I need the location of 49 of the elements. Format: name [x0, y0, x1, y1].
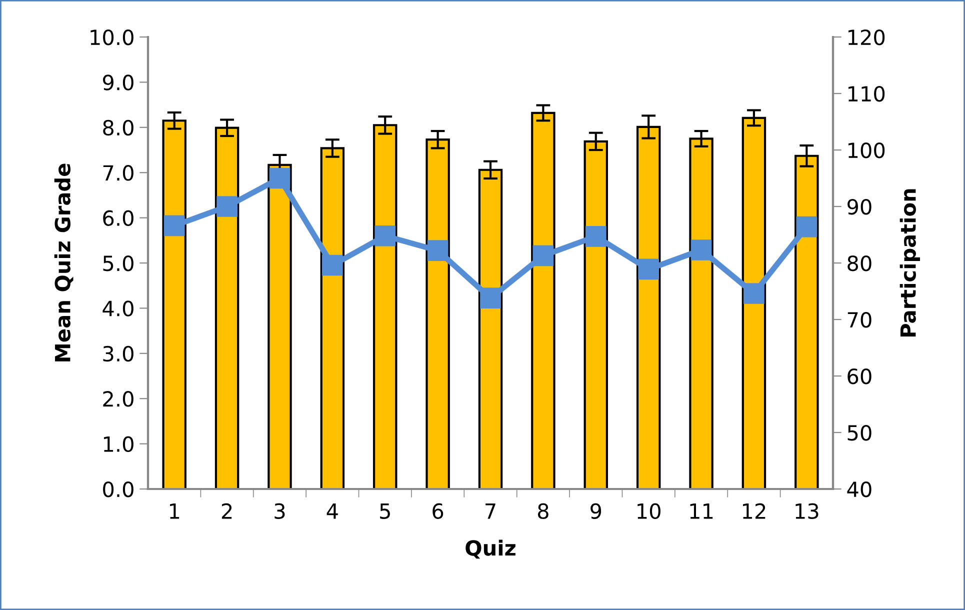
y-tick-label: 10.0	[90, 29, 134, 46]
x-tick-label: 6	[432, 503, 444, 520]
x-tick-label: 7	[486, 504, 496, 519]
x-tick-label: 10	[638, 503, 660, 520]
x-tick-label: 4	[326, 504, 338, 519]
y-tick-label: 1.0	[104, 436, 134, 452]
point	[585, 226, 606, 247]
x-tick-label: 5	[380, 504, 390, 520]
point	[480, 288, 501, 308]
y2-tick-label: 40	[847, 481, 872, 498]
point	[322, 254, 343, 276]
point	[164, 215, 185, 236]
y-tick-label: 5.0	[103, 255, 134, 272]
x-tick-label: 13	[796, 503, 818, 520]
y-tick-label: 2.0	[103, 391, 134, 407]
point	[427, 240, 448, 261]
point	[638, 258, 659, 280]
x-axis-title: Quiz	[466, 540, 516, 559]
y2-axis-title: Participation	[900, 189, 920, 337]
x-tick-label: 11	[690, 504, 713, 519]
y-tick-label: 7.0	[103, 165, 134, 181]
y-tick-label: 6.0	[103, 210, 134, 226]
y-axis-title: Mean Quiz Grade	[54, 164, 74, 362]
y2-tick-label: 90	[848, 198, 872, 215]
x-tick-label: 12	[742, 503, 766, 519]
point	[690, 240, 712, 260]
y2-tick-label: 80	[848, 255, 872, 272]
y-tick-label: 3.0	[103, 346, 134, 362]
y-tick-label: 4.0	[102, 300, 134, 316]
y2-tick-label: 70	[848, 312, 872, 328]
x-tick-label: 3	[274, 503, 285, 520]
x-tick-label: 8	[538, 503, 548, 520]
y2-tick-label: 60	[848, 368, 872, 384]
y-tick-label: 9.0	[102, 74, 134, 90]
y-tick-label: 0.0	[103, 481, 134, 498]
y2-tick-label: 100	[848, 142, 885, 158]
point	[796, 216, 818, 238]
point	[269, 168, 290, 189]
y-tick-label: 8.0	[103, 120, 134, 136]
x-tick-label: 9	[590, 503, 602, 520]
x-tick-label: 2	[222, 503, 232, 519]
point	[532, 245, 554, 266]
y2-tick-label: 120	[848, 29, 885, 46]
point	[744, 283, 764, 304]
x-tick-label: 1	[170, 504, 180, 519]
point	[216, 196, 238, 217]
y2-tick-label: 110	[848, 86, 885, 102]
y2-tick-label: 50	[848, 424, 872, 441]
point	[374, 225, 396, 246]
